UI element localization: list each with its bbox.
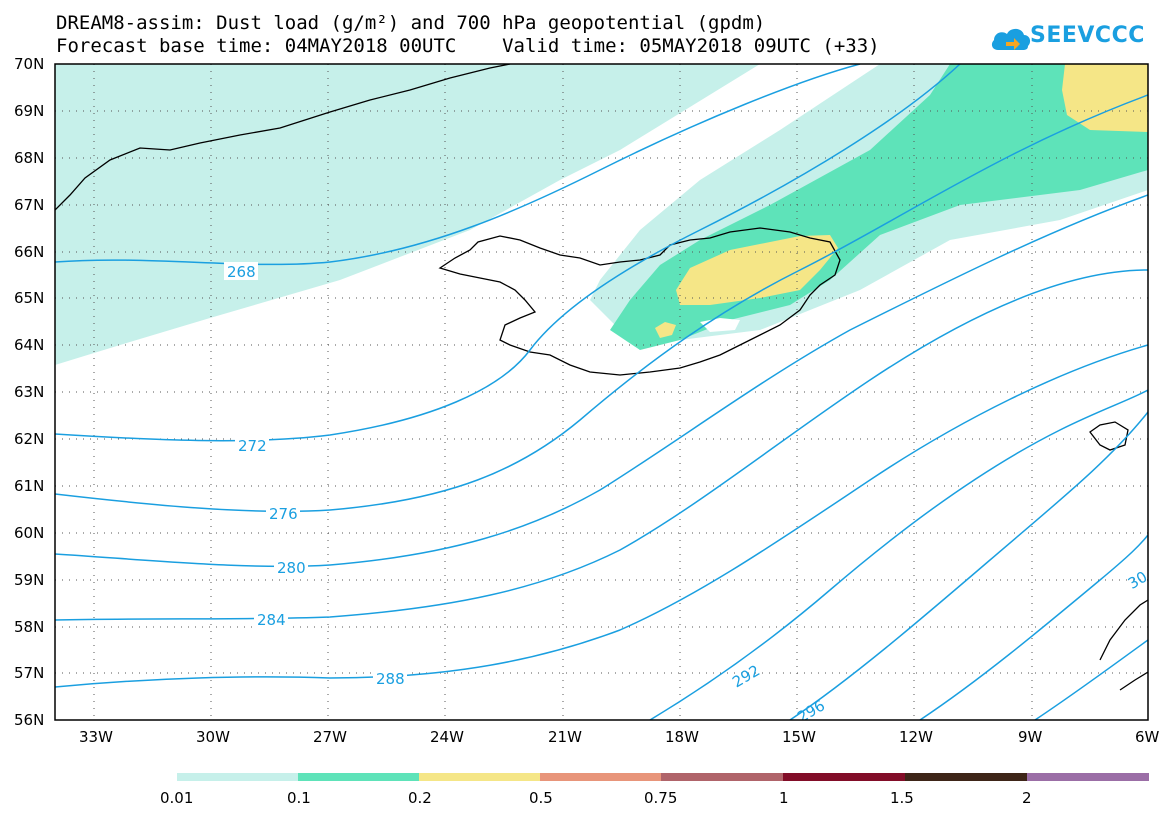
lat-axis: 70N 69N 68N 67N 66N 65N 64N 63N 62N 61N … [14, 55, 44, 729]
lat-label: 64N [14, 336, 44, 354]
legend-swatch [177, 773, 298, 781]
lon-label: 15W [782, 728, 816, 746]
legend-swatch [1027, 773, 1149, 781]
contour-label-284: 284 [257, 611, 286, 629]
legend-swatch [298, 773, 419, 781]
contour-label-276: 276 [269, 505, 298, 523]
lon-label: 21W [548, 728, 582, 746]
coastlines [55, 64, 1148, 691]
lat-label: 62N [14, 430, 44, 448]
legend-swatch [783, 773, 905, 781]
contour-label-268: 268 [227, 263, 256, 281]
legend-swatch [419, 773, 540, 781]
lat-label: 61N [14, 477, 44, 495]
lat-label: 68N [14, 149, 44, 167]
lat-label: 58N [14, 618, 44, 636]
legend-labels: 0.01 0.1 0.2 0.5 0.75 1 1.5 2 [160, 789, 1032, 807]
legend-colorbar [177, 773, 1149, 781]
legend-label: 0.2 [408, 789, 432, 807]
contour-label-288: 288 [376, 670, 405, 688]
lon-label: 18W [665, 728, 699, 746]
lat-label: 59N [14, 571, 44, 589]
lat-label: 63N [14, 383, 44, 401]
contour-label-292: 292 [729, 661, 763, 691]
lon-label: 24W [430, 728, 464, 746]
lon-label: 6W [1135, 728, 1160, 746]
legend-label: 0.01 [160, 789, 193, 807]
lat-label: 70N [14, 55, 44, 73]
seevccc-logo [991, 28, 1031, 50]
contour-label-296: 296 [794, 696, 828, 726]
legend-label: 0.75 [644, 789, 677, 807]
contour-label-280: 280 [277, 559, 306, 577]
lat-label: 67N [14, 196, 44, 214]
legend-label: 1 [779, 789, 789, 807]
lon-label: 12W [899, 728, 933, 746]
legend-label: 0.1 [287, 789, 311, 807]
legend-swatch [905, 773, 1027, 781]
dust-band-001 [55, 64, 1148, 365]
legend-swatch [661, 773, 783, 781]
lat-label: 66N [14, 243, 44, 261]
legend-label: 1.5 [890, 789, 914, 807]
lon-label: 33W [79, 728, 113, 746]
lat-label: 60N [14, 524, 44, 542]
legend-swatch [540, 773, 661, 781]
legend-label: 0.5 [529, 789, 553, 807]
lat-label: 57N [14, 664, 44, 682]
geopotential-contours [55, 64, 1148, 720]
logo-text: SEEVCCC [1030, 23, 1145, 48]
lat-label: 65N [14, 289, 44, 307]
map-title: DREAM8-assim: Dust load (g/m²) and 700 h… [56, 12, 766, 34]
lat-label: 69N [14, 102, 44, 120]
lon-label: 30W [196, 728, 230, 746]
contour-label-30: 30 [1125, 568, 1151, 593]
dust-band-02 [655, 64, 1148, 338]
lon-label: 9W [1018, 728, 1043, 746]
lat-label: 56N [14, 711, 44, 729]
lon-label: 27W [313, 728, 347, 746]
cloud-icon [991, 28, 1031, 50]
contour-label-272: 272 [238, 437, 267, 455]
lon-axis: 33W 30W 27W 24W 21W 18W 15W 12W 9W 6W [79, 728, 1160, 746]
map-frame [54, 63, 1149, 721]
legend-label: 2 [1022, 789, 1032, 807]
map-subtitle: Forecast base time: 04MAY2018 00UTC Vali… [56, 35, 880, 57]
